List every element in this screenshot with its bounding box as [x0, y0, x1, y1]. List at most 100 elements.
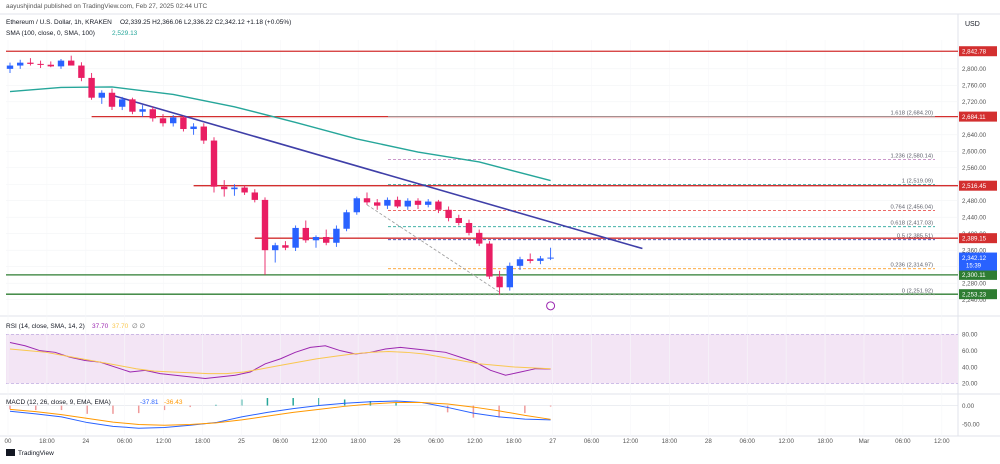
- x-tick-label: 28: [705, 438, 712, 445]
- y-tick-label: 2,560.00: [962, 165, 987, 172]
- y-tick-label: 2,480.00: [962, 198, 987, 205]
- candle-body: [6, 65, 14, 69]
- sma-label: SMA (100, close, 0, SMA, 100): [6, 30, 95, 37]
- y-tick-label: 2,280.00: [962, 280, 987, 287]
- x-tick-label: 06:00: [895, 438, 911, 445]
- level-price-label: 2,684.11: [962, 114, 986, 121]
- level-price-label: 2,253.23: [962, 291, 987, 298]
- x-tick-label: 12:00: [778, 438, 794, 445]
- rsi-ma-line: [9, 348, 551, 375]
- candle-body: [537, 258, 544, 261]
- replay-marker-icon: [546, 301, 556, 311]
- macd-value-2: -36.43: [164, 399, 183, 406]
- last-price-tag: [959, 252, 997, 271]
- rsi-band: [6, 334, 958, 384]
- candle-body: [506, 265, 513, 288]
- candle-body: [27, 62, 34, 64]
- y-tick-label: 2,800.00: [962, 66, 987, 73]
- x-tick-label: 18:00: [662, 438, 678, 445]
- candle-body: [251, 192, 258, 200]
- x-tick-label: 06:00: [740, 438, 756, 445]
- fib-level-label: 1.236 (2,580.14): [890, 153, 933, 159]
- candle-body: [414, 200, 422, 205]
- macd-value-1: -37.81: [140, 399, 159, 406]
- published-text: aayushjindal published on TradingView.co…: [6, 3, 207, 10]
- candle-body: [241, 187, 248, 193]
- candle-body: [129, 99, 136, 112]
- candle-body: [455, 218, 462, 223]
- candle-body: [384, 199, 391, 206]
- candle-body: [445, 209, 452, 219]
- fib-level-label: 0 (2,251.92): [902, 289, 933, 295]
- fib-level-label: 0.236 (2,314.97): [890, 263, 933, 269]
- tradingview-logo-icon: [6, 449, 15, 456]
- candle-body: [363, 198, 371, 203]
- candle-body: [149, 109, 156, 119]
- x-tick-label: 26: [394, 438, 401, 445]
- x-tick-label: 12:00: [467, 438, 483, 445]
- candle-body: [425, 201, 432, 205]
- ohlc-text: O2,339.25 H2,366.06 L2,336.22 C2,342.12 …: [120, 19, 291, 26]
- candle-body: [282, 245, 289, 248]
- x-tick-label: Mar: [859, 438, 870, 445]
- y-tick-label: 2,640.00: [962, 132, 987, 139]
- level-price-tag: [959, 289, 997, 300]
- rsi-extra: ∅ ∅: [132, 323, 145, 330]
- candle-body: [302, 227, 309, 241]
- bearish-trend-line: [111, 94, 643, 250]
- candle-body: [57, 60, 65, 67]
- x-tick-label: 18:00: [39, 438, 55, 445]
- candle-body: [37, 63, 44, 65]
- candle-body: [210, 140, 218, 187]
- x-tick-label: 12:00: [156, 438, 172, 445]
- rsi-value-2: 37.70: [112, 323, 129, 330]
- candle-body: [68, 60, 75, 66]
- fib-level-label: 0.618 (2,417.03): [890, 221, 933, 227]
- macd-tick-label: 0.00: [962, 403, 975, 410]
- rsi-tick-label: 20.00: [962, 381, 978, 388]
- macd-tick-label: -50.00: [962, 422, 980, 429]
- level-price-tag: [959, 111, 997, 122]
- candle-body: [374, 202, 381, 206]
- level-price-label: 2,389.15: [962, 235, 987, 242]
- candle-body: [343, 212, 350, 229]
- x-tick-label: 27: [549, 438, 556, 445]
- candle-body: [88, 77, 95, 98]
- level-price-tag: [959, 46, 997, 57]
- fib-level-label: 0.764 (2,456.04): [890, 205, 933, 211]
- candle-body: [139, 109, 146, 112]
- tradingview-brand: TradingView: [18, 450, 54, 457]
- candle-body: [221, 186, 228, 190]
- x-tick-label: 00: [5, 438, 12, 445]
- candle-body: [231, 187, 238, 190]
- x-tick-label: 06:00: [273, 438, 289, 445]
- candle-body: [272, 245, 279, 251]
- currency-label: USD: [965, 21, 980, 28]
- candle-body: [17, 62, 24, 66]
- rsi-tick-label: 40.00: [962, 364, 978, 371]
- candle-body: [486, 243, 493, 277]
- level-price-tag: [959, 269, 997, 280]
- y-tick-label: 2,440.00: [962, 215, 987, 222]
- y-tick-label: 2,760.00: [962, 83, 987, 90]
- rsi-tick-label: 80.00: [962, 332, 978, 339]
- y-tick-label: 2,720.00: [962, 99, 987, 106]
- y-tick-label: 2,240.00: [962, 297, 987, 304]
- x-tick-label: 12:00: [312, 438, 328, 445]
- rsi-tick-label: 60.00: [962, 348, 978, 355]
- x-tick-label: 06:00: [117, 438, 133, 445]
- fib-level-label: 1.618 (2,684.20): [890, 111, 933, 117]
- candle-body: [547, 257, 554, 259]
- level-price-tag: [959, 180, 997, 191]
- y-tick-label: 2,360.00: [962, 247, 987, 254]
- x-tick-label: 12:00: [623, 438, 639, 445]
- candle-body: [200, 126, 207, 141]
- candle-body: [190, 126, 197, 130]
- symbol-text: Ethereum / U.S. Dollar, 1h, KRAKEN: [6, 19, 112, 26]
- level-price-tag: [959, 233, 997, 244]
- candle-body: [404, 200, 411, 207]
- candle-body: [323, 236, 330, 243]
- swing-drop-line: [366, 204, 500, 293]
